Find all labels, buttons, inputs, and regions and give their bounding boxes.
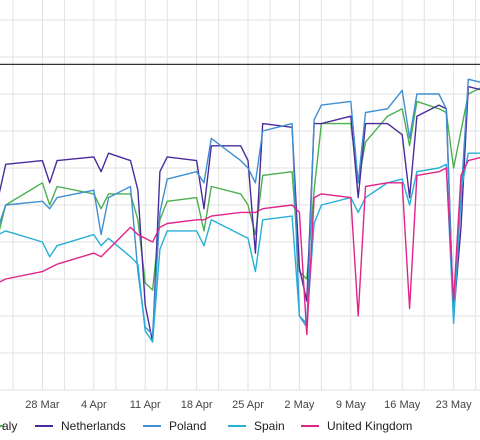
x-tick-label: 4 Apr <box>81 399 107 411</box>
x-tick-label: 9 May <box>336 399 366 411</box>
x-tick-label: 25 Apr <box>232 399 264 411</box>
legend-label: Poland <box>169 419 206 433</box>
legend-label: United Kingdom <box>327 419 412 433</box>
legend: aly Netherlands Poland Spain United Kingdom <box>0 419 412 433</box>
legend-label: aly <box>2 419 17 433</box>
x-tick-label: 23 May <box>436 399 473 411</box>
x-tick-label: 16 May <box>384 399 421 411</box>
series-lines <box>0 78 480 343</box>
series-line-spain <box>0 152 480 343</box>
series-line-united-kingdom <box>0 156 480 336</box>
legend-label: Netherlands <box>61 419 126 433</box>
series-line-poland <box>0 78 480 336</box>
x-tick-label: 18 Apr <box>181 399 213 411</box>
x-tick-label: 11 Apr <box>130 399 161 411</box>
x-tick-label: 2 May <box>284 399 314 411</box>
series-line-italy <box>0 87 480 291</box>
legend-label: Spain <box>254 419 285 433</box>
x-tick-label: 28 Mar <box>25 399 60 411</box>
series-line-netherlands <box>0 85 480 343</box>
